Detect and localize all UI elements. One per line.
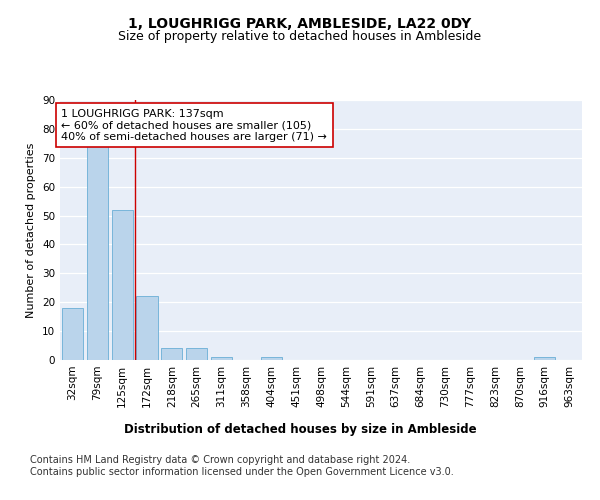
Bar — [161, 348, 182, 360]
Text: 1, LOUGHRIGG PARK, AMBLESIDE, LA22 0DY: 1, LOUGHRIGG PARK, AMBLESIDE, LA22 0DY — [128, 18, 472, 32]
Text: Contains HM Land Registry data © Crown copyright and database right 2024.
Contai: Contains HM Land Registry data © Crown c… — [30, 455, 454, 476]
Bar — [87, 146, 108, 360]
Bar — [136, 296, 158, 360]
Text: Distribution of detached houses by size in Ambleside: Distribution of detached houses by size … — [124, 422, 476, 436]
Bar — [62, 308, 83, 360]
Text: 1 LOUGHRIGG PARK: 137sqm
← 60% of detached houses are smaller (105)
40% of semi-: 1 LOUGHRIGG PARK: 137sqm ← 60% of detach… — [61, 108, 327, 142]
Text: Size of property relative to detached houses in Ambleside: Size of property relative to detached ho… — [118, 30, 482, 43]
Bar — [261, 357, 282, 360]
Bar — [186, 348, 207, 360]
Bar — [112, 210, 133, 360]
Bar — [534, 357, 555, 360]
Y-axis label: Number of detached properties: Number of detached properties — [26, 142, 37, 318]
Bar — [211, 357, 232, 360]
